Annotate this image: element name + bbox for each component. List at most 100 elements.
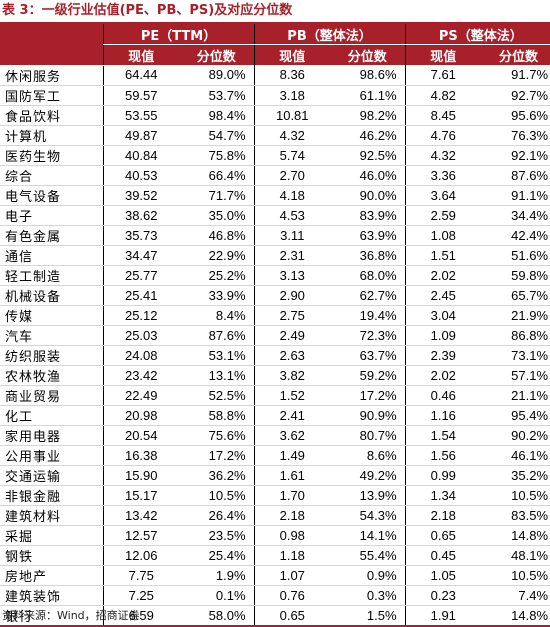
ps-percentile: 10.5%	[481, 565, 550, 586]
pb-percentile: 59.2%	[330, 365, 406, 386]
ps-current: 1.08	[404, 225, 482, 246]
header-pb-current: 现值	[253, 44, 331, 65]
ps-percentile: 73.1%	[481, 345, 550, 366]
pb-percentile: 63.9%	[330, 225, 406, 246]
ps-current: 2.02	[404, 365, 482, 386]
pb-percentile: 92.5%	[330, 145, 406, 166]
pe-percentile: 71.7%	[179, 185, 255, 206]
industry-name: 传媒	[0, 305, 103, 326]
header-pe-percentile: 分位数	[179, 44, 255, 65]
header-pb-percentile: 分位数	[330, 44, 406, 65]
pb-percentile: 61.1%	[330, 85, 406, 106]
pe-current: 49.87	[102, 125, 179, 146]
pb-percentile: 90.0%	[330, 185, 406, 206]
pe-current: 22.49	[102, 385, 179, 406]
pe-current: 24.08	[102, 345, 179, 366]
industry-name: 国防军工	[0, 85, 103, 106]
ps-percentile: 92.1%	[481, 145, 550, 166]
pb-current: 4.53	[253, 205, 331, 226]
pb-percentile: 46.0%	[330, 165, 406, 186]
ps-percentile: 86.8%	[481, 325, 550, 346]
pe-percentile: 66.4%	[179, 165, 255, 186]
pe-percentile: 58.0%	[179, 605, 255, 627]
pb-current: 0.76	[253, 585, 331, 606]
table-row: 家用电器 20.54 75.6% 3.62 80.7% 1.54 90.2%	[0, 425, 550, 446]
pb-current: 1.18	[253, 545, 331, 566]
ps-percentile: 48.1%	[481, 545, 550, 566]
table-row: 计算机 49.87 54.7% 4.32 46.2% 4.76 76.3%	[0, 125, 550, 146]
pe-percentile: 36.2%	[179, 465, 255, 486]
pb-percentile: 17.2%	[330, 385, 406, 406]
ps-current: 0.23	[404, 585, 482, 606]
ps-percentile: 35.2%	[481, 465, 550, 486]
pe-percentile: 52.5%	[179, 385, 255, 406]
pe-percentile: 98.4%	[179, 105, 255, 126]
ps-percentile: 21.1%	[481, 385, 550, 406]
pe-percentile: 0.1%	[179, 585, 255, 606]
pb-percentile: 72.3%	[330, 325, 406, 346]
industry-name: 汽车	[0, 325, 103, 346]
pb-percentile: 55.4%	[330, 545, 406, 566]
table-row: 国防军工 59.57 53.7% 3.18 61.1% 4.82 92.7%	[0, 85, 550, 106]
ps-current: 0.99	[404, 465, 482, 486]
ps-percentile: 76.3%	[481, 125, 550, 146]
industry-name: 计算机	[0, 125, 103, 146]
industry-name: 电子	[0, 205, 103, 226]
header-ps-percentile: 分位数	[481, 44, 550, 65]
pb-percentile: 0.9%	[330, 565, 406, 586]
industry-name: 农林牧渔	[0, 365, 103, 386]
pe-percentile: 35.0%	[179, 205, 255, 226]
industry-name: 休闲服务	[0, 65, 103, 86]
pe-current: 20.98	[102, 405, 179, 426]
pe-current: 20.54	[102, 425, 179, 446]
header-ps-current: 现值	[404, 44, 482, 65]
pb-percentile: 36.8%	[330, 245, 406, 266]
pe-current: 12.57	[102, 525, 179, 546]
pb-percentile: 83.9%	[330, 205, 406, 226]
table-body: 休闲服务 64.44 89.0% 8.36 98.6% 7.61 91.7% 国防军工 59.5…	[0, 65, 550, 627]
pb-current: 2.90	[253, 285, 331, 306]
ps-current: 4.82	[404, 85, 482, 106]
ps-percentile: 92.7%	[481, 85, 550, 106]
ps-percentile: 51.6%	[481, 245, 550, 266]
pb-current: 1.61	[253, 465, 331, 486]
pb-current: 2.49	[253, 325, 331, 346]
ps-percentile: 65.7%	[481, 285, 550, 306]
pe-current: 39.52	[102, 185, 179, 206]
header-pe-current: 现值	[102, 44, 179, 65]
pb-current: 1.49	[253, 445, 331, 466]
table-row: 电气设备 39.52 71.7% 4.18 90.0% 3.64 91.1%	[0, 185, 550, 206]
pe-current: 40.84	[102, 145, 179, 166]
pb-percentile: 49.2%	[330, 465, 406, 486]
header-group-pb: PB（整体法）	[253, 24, 406, 45]
pe-current: 25.41	[102, 285, 179, 306]
ps-percentile: 57.1%	[481, 365, 550, 386]
industry-name: 公用事业	[0, 445, 103, 466]
pe-current: 59.57	[102, 85, 179, 106]
pe-percentile: 54.7%	[179, 125, 255, 146]
industry-name: 建筑材料	[0, 505, 103, 526]
table-row: 综合 40.53 66.4% 2.70 46.0% 3.36 87.6%	[0, 165, 550, 186]
pb-current: 3.13	[253, 265, 331, 286]
industry-name: 轻工制造	[0, 265, 103, 286]
pb-percentile: 46.2%	[330, 125, 406, 146]
pb-percentile: 14.1%	[330, 525, 406, 546]
table-row: 商业贸易 22.49 52.5% 1.52 17.2% 0.46 21.1%	[0, 385, 550, 406]
pb-current: 4.18	[253, 185, 331, 206]
table-row: 交通运输 15.90 36.2% 1.61 49.2% 0.99 35.2%	[0, 465, 550, 486]
table-row: 通信 34.47 22.9% 2.31 36.8% 1.51 51.6%	[0, 245, 550, 266]
pb-percentile: 63.7%	[330, 345, 406, 366]
ps-percentile: 83.5%	[481, 505, 550, 526]
industry-name: 商业贸易	[0, 385, 103, 406]
title-rule	[0, 22, 550, 24]
pb-percentile: 13.9%	[330, 485, 406, 506]
ps-percentile: 91.7%	[481, 65, 550, 86]
pe-current: 15.90	[102, 465, 179, 486]
pb-current: 1.52	[253, 385, 331, 406]
ps-current: 0.65	[404, 525, 482, 546]
source-note: 资料来源：Wind，招商证券	[2, 609, 140, 622]
table-row: 有色金属 35.73 46.8% 3.11 63.9% 1.08 42.4%	[0, 225, 550, 246]
ps-current: 2.59	[404, 205, 482, 226]
industry-name: 家用电器	[0, 425, 103, 446]
pb-percentile: 90.9%	[330, 405, 406, 426]
